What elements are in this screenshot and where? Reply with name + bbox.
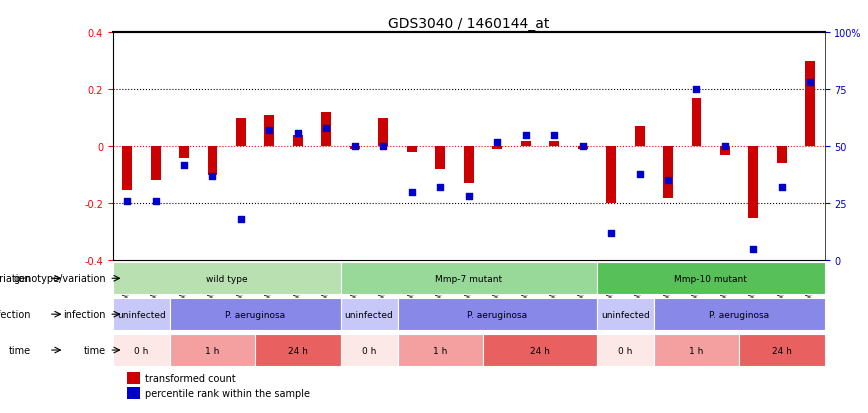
Bar	[265, 116, 274, 147]
Bar	[127, 372, 140, 385]
Bar	[378, 119, 388, 147]
Point	[519, 132, 533, 139]
Point	[804, 80, 818, 86]
Text: 0 h: 0 h	[362, 346, 376, 355]
Point	[433, 185, 447, 191]
Text: infection: infection	[0, 309, 31, 319]
Bar	[777, 147, 787, 164]
FancyBboxPatch shape	[654, 334, 740, 366]
FancyBboxPatch shape	[170, 334, 255, 366]
Text: Mmp-10 mutant: Mmp-10 mutant	[674, 274, 747, 283]
Bar	[692, 99, 701, 147]
Bar	[464, 147, 474, 184]
Bar	[663, 147, 673, 198]
FancyBboxPatch shape	[113, 263, 340, 295]
Point	[633, 171, 647, 178]
Point	[775, 185, 789, 191]
Bar	[293, 135, 303, 147]
Text: percentile rank within the sample: percentile rank within the sample	[145, 388, 310, 398]
Text: 24 h: 24 h	[530, 346, 549, 355]
Point	[575, 144, 589, 150]
Text: time: time	[9, 345, 31, 355]
Text: time: time	[83, 345, 106, 355]
Text: transformed count: transformed count	[145, 373, 235, 383]
Bar	[236, 119, 246, 147]
Text: uninfected: uninfected	[601, 310, 649, 319]
Point	[206, 173, 220, 180]
FancyBboxPatch shape	[398, 298, 597, 330]
Bar	[407, 147, 417, 152]
Point	[319, 126, 333, 132]
Bar	[606, 147, 616, 204]
Text: genotype/variation: genotype/variation	[13, 274, 106, 284]
Point	[177, 162, 191, 169]
Bar	[748, 147, 759, 218]
FancyBboxPatch shape	[597, 334, 654, 366]
Title: GDS3040 / 1460144_at: GDS3040 / 1460144_at	[388, 17, 549, 31]
Text: infection: infection	[63, 309, 106, 319]
Bar	[577, 147, 588, 150]
Point	[462, 194, 476, 200]
Bar	[321, 113, 332, 147]
Text: 0 h: 0 h	[618, 346, 633, 355]
Text: Mmp-7 mutant: Mmp-7 mutant	[435, 274, 503, 283]
FancyBboxPatch shape	[597, 263, 825, 295]
Point	[547, 132, 561, 139]
FancyBboxPatch shape	[340, 263, 597, 295]
Bar	[720, 147, 730, 155]
Point	[234, 216, 248, 223]
Text: 1 h: 1 h	[433, 346, 447, 355]
Text: 24 h: 24 h	[772, 346, 792, 355]
FancyBboxPatch shape	[255, 334, 340, 366]
Bar	[435, 147, 445, 170]
FancyBboxPatch shape	[170, 298, 340, 330]
FancyBboxPatch shape	[340, 298, 398, 330]
Text: 24 h: 24 h	[288, 346, 308, 355]
Point	[689, 87, 703, 93]
Bar	[521, 141, 530, 147]
FancyBboxPatch shape	[483, 334, 597, 366]
Text: wild type: wild type	[206, 274, 247, 283]
Point	[120, 198, 134, 205]
Bar	[635, 127, 645, 147]
Point	[262, 128, 276, 134]
Bar	[127, 387, 140, 399]
Text: 0 h: 0 h	[135, 346, 148, 355]
FancyBboxPatch shape	[398, 334, 483, 366]
Point	[348, 144, 362, 150]
Text: genotype/variation: genotype/variation	[0, 274, 31, 284]
Bar	[122, 147, 132, 191]
Text: P. aeruginosa: P. aeruginosa	[467, 310, 527, 319]
FancyBboxPatch shape	[597, 298, 654, 330]
Bar	[350, 147, 360, 150]
FancyBboxPatch shape	[740, 334, 825, 366]
Point	[291, 130, 305, 137]
Bar	[492, 147, 503, 150]
Bar	[150, 147, 161, 181]
FancyBboxPatch shape	[340, 334, 398, 366]
Point	[661, 178, 675, 184]
FancyBboxPatch shape	[654, 298, 825, 330]
Point	[746, 246, 760, 253]
Text: 1 h: 1 h	[689, 346, 704, 355]
Text: 1 h: 1 h	[206, 346, 220, 355]
Point	[604, 230, 618, 237]
Point	[377, 144, 391, 150]
Text: uninfected: uninfected	[345, 310, 393, 319]
Bar	[179, 147, 189, 158]
FancyBboxPatch shape	[113, 298, 170, 330]
Bar	[207, 147, 218, 176]
Point	[404, 189, 418, 196]
Text: uninfected: uninfected	[117, 310, 166, 319]
Point	[490, 139, 504, 146]
FancyBboxPatch shape	[113, 334, 170, 366]
Point	[718, 144, 732, 150]
Bar	[806, 62, 815, 147]
Bar	[549, 141, 559, 147]
Point	[148, 198, 162, 205]
Text: P. aeruginosa: P. aeruginosa	[709, 310, 769, 319]
Text: P. aeruginosa: P. aeruginosa	[225, 310, 286, 319]
